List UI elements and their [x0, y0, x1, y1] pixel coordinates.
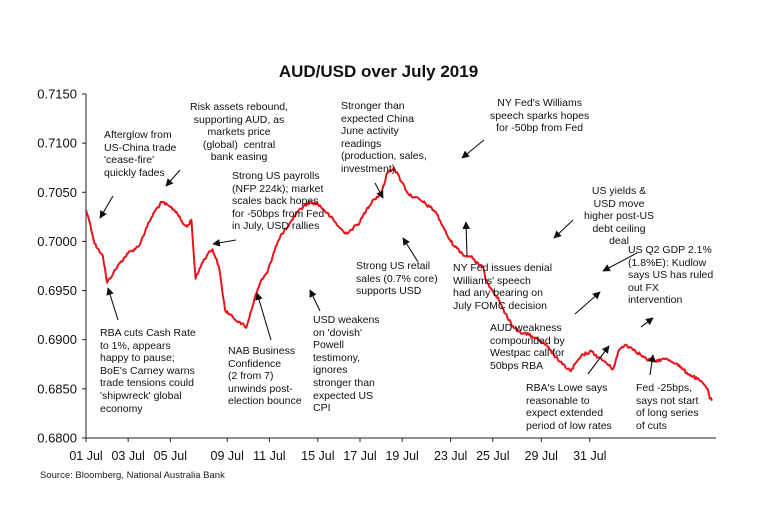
annotation-arrow	[602, 252, 638, 272]
annotation-nab-confidence: NAB Business Confidence (2 from 7) unwin…	[228, 345, 302, 408]
annotation-arrow	[165, 169, 181, 187]
series-group	[85, 166, 713, 402]
annotation-arrow	[640, 317, 654, 328]
source-note: Source: Bloomberg, National Australia Ba…	[40, 470, 225, 481]
y-tick-label: 0.7050	[37, 185, 77, 200]
y-tick-label: 0.7100	[37, 136, 77, 151]
series-line	[85, 166, 713, 402]
annotation-arrow	[574, 291, 601, 315]
x-tick-label: 25 Jul	[476, 449, 509, 463]
x-tick-label: 11 Jul	[253, 449, 285, 463]
annotation-arrow	[106, 287, 119, 321]
annotation-arrow	[648, 354, 656, 376]
annotation-powell: USD weakens on 'dovish' Powell testimony…	[313, 314, 380, 415]
y-tick-label: 0.6900	[37, 332, 77, 347]
x-tick-label: 05 Jul	[154, 449, 187, 463]
annotation-gdp: US Q2 GDP 2.1% (1.8%E): Kudlow says US h…	[628, 244, 714, 307]
annotation-arrow	[255, 292, 272, 341]
annotation-afterglow: Afterglow from US-China trade 'cease-fir…	[104, 129, 177, 179]
annotation-rba-cut: RBA cuts Cash Rate to 1%, appears happy …	[100, 327, 196, 415]
chart-title: AUD/USD over July 2019	[278, 62, 479, 81]
annotation-arrow	[462, 221, 471, 257]
annotation-williams-speech: NY Fed's Williams speech sparks hopes fo…	[490, 97, 590, 135]
x-tick-label: 19 Jul	[385, 449, 418, 463]
axes	[85, 94, 716, 439]
x-tick-label: 29 Jul	[525, 449, 558, 463]
x-tick-label: 01 Jul	[69, 449, 102, 463]
annotation-us-payrolls: Strong US payrolls (NFP 224k); market sc…	[232, 170, 325, 233]
x-tick-label: 15 Jul	[301, 449, 334, 463]
annotation-arrow	[587, 345, 610, 375]
y-tick-label: 0.6850	[37, 381, 77, 396]
y-tick-label: 0.7000	[37, 234, 77, 249]
annotation-ny-fed-denial: NY Fed issues denial Williams' speech ha…	[453, 262, 553, 312]
x-tick-label: 03 Jul	[111, 449, 144, 463]
annotation-arrows	[99, 139, 656, 376]
annotation-arrow	[99, 195, 114, 219]
annotation-retail-sales: Strong US retail sales (0.7% core) suppo…	[356, 260, 438, 298]
annotation-china-activity: Stronger than expected China June activi…	[341, 100, 427, 175]
x-axis: 01 Jul 03 Jul 05 Jul 09 Jul 11 Jul 15 Jul 17 J…	[69, 438, 606, 463]
y-axis: 0.6800 0.6850 0.6900 0.6950 0.7000 0.7050 0.71…	[37, 87, 86, 446]
annotation-arrow	[374, 182, 384, 199]
x-tick-label: 09 Jul	[211, 449, 244, 463]
annotation-arrow	[553, 219, 574, 239]
x-tick-label: 23 Jul	[434, 449, 467, 463]
x-tick-label: 17 Jul	[343, 449, 376, 463]
annotation-debt-ceiling: US yields & USD move higher post-US debt…	[584, 185, 655, 248]
annotation-lowe: RBA's Lowe says reasonable to expect ext…	[526, 382, 612, 432]
x-tick-label: 31 Jul	[573, 449, 606, 463]
annotation-arrow	[212, 239, 237, 247]
annotation-arrow	[309, 289, 321, 312]
y-tick-label: 0.6950	[37, 283, 77, 298]
annotation-arrow	[461, 139, 485, 159]
annotation-risk-rebound: Risk assets rebound, supporting AUD, as …	[190, 101, 289, 164]
annotation-arrow	[402, 237, 419, 263]
y-tick-label: 0.6800	[37, 431, 77, 446]
annotation-fed-cut: Fed -25bps, says not start of long serie…	[636, 382, 699, 432]
annotation-aud-weakness: AUD weakness compounded by Westpac call …	[490, 322, 565, 372]
y-tick-label: 0.7150	[37, 87, 77, 102]
